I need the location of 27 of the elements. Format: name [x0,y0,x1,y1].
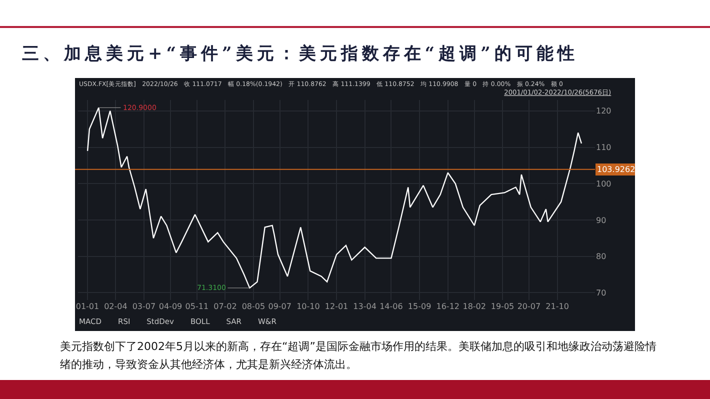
y-tick-label: 120 [596,106,612,116]
x-tick-label: 13-04 [353,302,376,311]
x-tick-label: 18-02 [462,302,486,311]
x-tick-label: 21-10 [546,302,569,311]
chart-title: 三、加息美元+“事件”美元：美元指数存在“超调”的可能性 [22,43,580,65]
y-tick-label: 70 [596,288,606,298]
x-tick-label: 01-01 [76,302,100,311]
x-tick-label: 04-09 [158,302,182,311]
x-tick-label: 12-01 [324,302,348,311]
x-tick-label: 16-12 [436,302,460,311]
x-tick-label: 20-07 [517,302,541,311]
y-tick-label: 100 [596,179,612,188]
y-tick-label: 90 [596,216,606,225]
y-tick-label: 110 [596,143,612,152]
x-tick-label: 07-02 [214,302,237,311]
x-tick-label: 02-04 [104,302,128,311]
x-tick-label: 10-10 [296,302,320,311]
y-tick-label: 80 [596,252,606,262]
x-tick-label: 19-05 [490,302,514,311]
x-tick-label: 15-09 [408,302,432,311]
text: 美元指数创下了2002年5月以来的新高，存在“超调”是国际金融市场作用的结果。美联储加息的吸引和地缘政治动荡避险情绪的推动，导致资金从其他经济体，尤其是新兴经济体流出。 [60,339,658,373]
x-tick-label: 05-11 [185,302,209,311]
x-tick-label: 09-07 [268,302,292,311]
ref-line-label: 103.9262 [597,165,636,174]
x-tick-label: 14-06 [380,302,403,311]
x-tick-label: 03-07 [132,302,156,311]
x-tick-label: 08-05 [242,302,266,311]
